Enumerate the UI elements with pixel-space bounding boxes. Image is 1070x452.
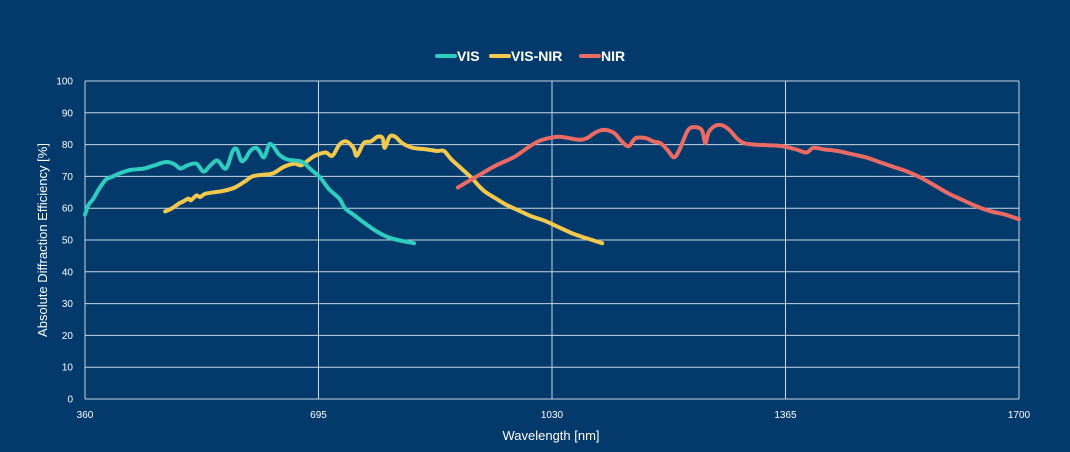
y-tick-label: 0 [67, 395, 73, 406]
y-tick-label: 20 [62, 331, 74, 342]
x-tick-label: 1700 [1008, 410, 1031, 421]
series-line-vis-nir [163, 133, 605, 246]
y-tick-label: 60 [62, 204, 74, 215]
y-tick-label: 80 [62, 140, 74, 151]
legend-item-vis-nir: VIS-NIR [489, 48, 562, 64]
series-lines [83, 122, 1021, 246]
y-tick-label: 70 [62, 172, 74, 183]
y-tick-label: 50 [62, 236, 74, 247]
y-tick-label: 40 [62, 267, 74, 278]
x-tick-label: 695 [310, 410, 327, 421]
series-line-nir [455, 122, 1021, 222]
y-axis-ticks: 0 10 20 30 40 50 60 70 80 90 100 [56, 77, 73, 406]
legend-item-vis: VIS [435, 48, 480, 64]
x-tick-label: 1365 [774, 410, 797, 421]
legend-label: VIS [457, 48, 480, 64]
legend-label: VIS-NIR [511, 48, 562, 64]
x-tick-label: 360 [77, 410, 94, 421]
series-line-vis [83, 141, 416, 246]
y-axis-title: Absolute Diffraction Efficiency [%] [35, 143, 50, 337]
y-tick-label: 100 [56, 77, 73, 88]
y-tick-label: 10 [62, 363, 74, 374]
y-tick-label: 90 [62, 108, 74, 119]
x-axis-title: Wavelength [nm] [502, 428, 599, 443]
x-axis-ticks: 360 695 1030 1365 1700 [77, 410, 1031, 421]
y-tick-label: 30 [62, 299, 74, 310]
x-tick-label: 1030 [541, 410, 564, 421]
legend-label: NIR [601, 48, 625, 64]
legend-item-nir: NIR [579, 48, 625, 64]
grid [84, 80, 1020, 400]
legend: VIS VIS-NIR NIR [435, 48, 625, 64]
